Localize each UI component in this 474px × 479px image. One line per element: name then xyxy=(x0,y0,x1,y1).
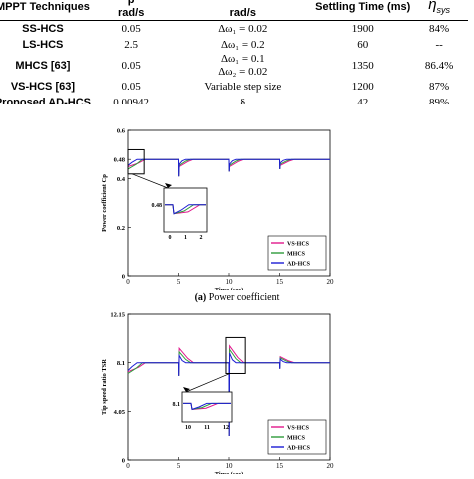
legend-entry: VS-HCS xyxy=(287,426,310,432)
x-tick-label: 15 xyxy=(276,462,284,470)
legend-entry: AD-HCS xyxy=(287,446,311,452)
y-tick-label: 0.6 xyxy=(117,128,126,135)
row-step: 0.05 xyxy=(92,79,171,95)
row-param: Δω₁ = 0.1 Δω₂ = 0.02 xyxy=(170,53,315,79)
inset-x-tick-label: 0 xyxy=(169,235,172,241)
caption-a-text: Power coefficient xyxy=(209,292,280,303)
row-efficiency: 89% xyxy=(410,95,468,104)
row-efficiency: 87% xyxy=(410,79,468,95)
x-tick-label: 15 xyxy=(276,278,284,286)
table-row: MHCS [63] 0.05 Δω₁ = 0.1 Δω₂ = 0.02 1350… xyxy=(0,53,468,79)
row-technique: MHCS [63] xyxy=(0,53,92,79)
y-tick-label: 12.15 xyxy=(110,312,125,319)
header-param-unit: rad/s xyxy=(170,7,315,20)
row-settling: 1200 xyxy=(315,79,410,95)
x-tick-label: 5 xyxy=(177,462,181,470)
row-param: Variable step size xyxy=(170,79,315,95)
row-step: 2.5 xyxy=(92,37,171,53)
x-tick-label: 10 xyxy=(226,462,234,470)
comparison-table-wrap: MPPT Techniques p rad/s rad/s Settling T… xyxy=(0,0,474,104)
x-tick-label: 20 xyxy=(327,278,335,286)
header-technique: MPPT Techniques xyxy=(0,0,92,21)
row-technique: Proposed AD-HCS xyxy=(0,95,92,104)
series-ad-hcs xyxy=(128,159,330,176)
y-tick-label: 8.1 xyxy=(117,360,125,367)
row-settling: 1350 xyxy=(315,53,410,79)
x-tick-label: 0 xyxy=(126,278,130,286)
zoom-arrowhead xyxy=(183,387,190,392)
x-tick-label: 10 xyxy=(226,278,234,286)
table-header-row: MPPT Techniques p rad/s rad/s Settling T… xyxy=(0,0,468,21)
row-step: 0.05 xyxy=(92,53,171,79)
row-efficiency: 86.4% xyxy=(410,53,468,79)
y-tick-label: 0 xyxy=(122,274,125,281)
header-efficiency: ηsys xyxy=(410,0,468,21)
y-tick-label: 0.48 xyxy=(114,157,126,164)
row-step: 0.00942 xyxy=(92,95,171,104)
row-param-line2: Δω₂ = 0.02 xyxy=(170,66,315,79)
row-technique: VS-HCS [63] xyxy=(0,79,92,95)
row-settling: 60 xyxy=(315,37,410,53)
legend-entry: MHCS xyxy=(287,436,306,442)
row-settling: 42 xyxy=(315,95,410,104)
inset-y-tick-label: 8.1 xyxy=(173,402,181,408)
table-row: Proposed AD-HCS 0.00942 § 42 89% xyxy=(0,95,468,104)
inset-y-tick-label: 0.48 xyxy=(152,203,163,209)
header-step: p rad/s xyxy=(92,0,171,21)
header-step-prefix: p xyxy=(92,0,171,7)
inset-x-tick-label: 1 xyxy=(184,235,187,241)
row-param-line1: Δω₁ = 0.1 xyxy=(170,53,315,66)
inset-x-tick-label: 11 xyxy=(204,425,210,431)
inset-x-tick-label: 12 xyxy=(223,425,229,431)
row-param: Δω₁ = 0.02 xyxy=(170,21,315,38)
table-row: LS-HCS 2.5 Δω₁ = 0.2 60 -- xyxy=(0,37,468,53)
header-param: rad/s xyxy=(170,0,315,21)
row-efficiency: 84% xyxy=(410,21,468,38)
x-tick-label: 20 xyxy=(327,462,335,470)
comparison-table: MPPT Techniques p rad/s rad/s Settling T… xyxy=(0,0,468,104)
legend-entry: AD-HCS xyxy=(287,262,311,268)
table-row: VS-HCS [63] 0.05 Variable step size 1200… xyxy=(0,79,468,95)
caption-a: (a) Power coefficient xyxy=(0,292,474,303)
header-settling: Settling Time (ms) xyxy=(315,0,410,21)
inset-x-tick-label: 10 xyxy=(185,425,191,431)
x-axis-label: Time (sec) xyxy=(215,287,244,290)
row-technique: LS-HCS xyxy=(0,37,92,53)
y-axis-label: Power coefficient Cp xyxy=(101,174,108,232)
inset-frame xyxy=(182,392,232,422)
y-tick-label: 0.4 xyxy=(117,176,126,183)
inset-x-tick-label: 2 xyxy=(200,235,203,241)
y-tick-label: 4.05 xyxy=(114,409,126,416)
row-efficiency: -- xyxy=(410,37,468,53)
zoom-connector xyxy=(132,174,168,188)
row-technique: SS-HCS xyxy=(0,21,92,38)
row-settling: 1900 xyxy=(315,21,410,38)
zoom-connector xyxy=(186,373,230,392)
y-tick-label: 0 xyxy=(122,458,125,465)
legend-entry: VS-HCS xyxy=(287,242,310,248)
legend-entry: MHCS xyxy=(287,252,306,258)
y-tick-label: 0.2 xyxy=(117,225,125,232)
row-param: § xyxy=(170,95,315,104)
x-tick-label: 5 xyxy=(177,278,181,286)
y-axis-label: Tip speed ratio TSR xyxy=(101,359,108,415)
row-param: Δω₁ = 0.2 xyxy=(170,37,315,53)
header-step-unit: rad/s xyxy=(92,7,171,20)
x-tick-label: 0 xyxy=(126,462,130,470)
table-row: SS-HCS 0.05 Δω₁ = 0.02 1900 84% xyxy=(0,21,468,38)
caption-a-letter: (a) xyxy=(195,292,207,303)
row-step: 0.05 xyxy=(92,21,171,38)
efficiency-symbol: ηsys xyxy=(428,0,450,13)
